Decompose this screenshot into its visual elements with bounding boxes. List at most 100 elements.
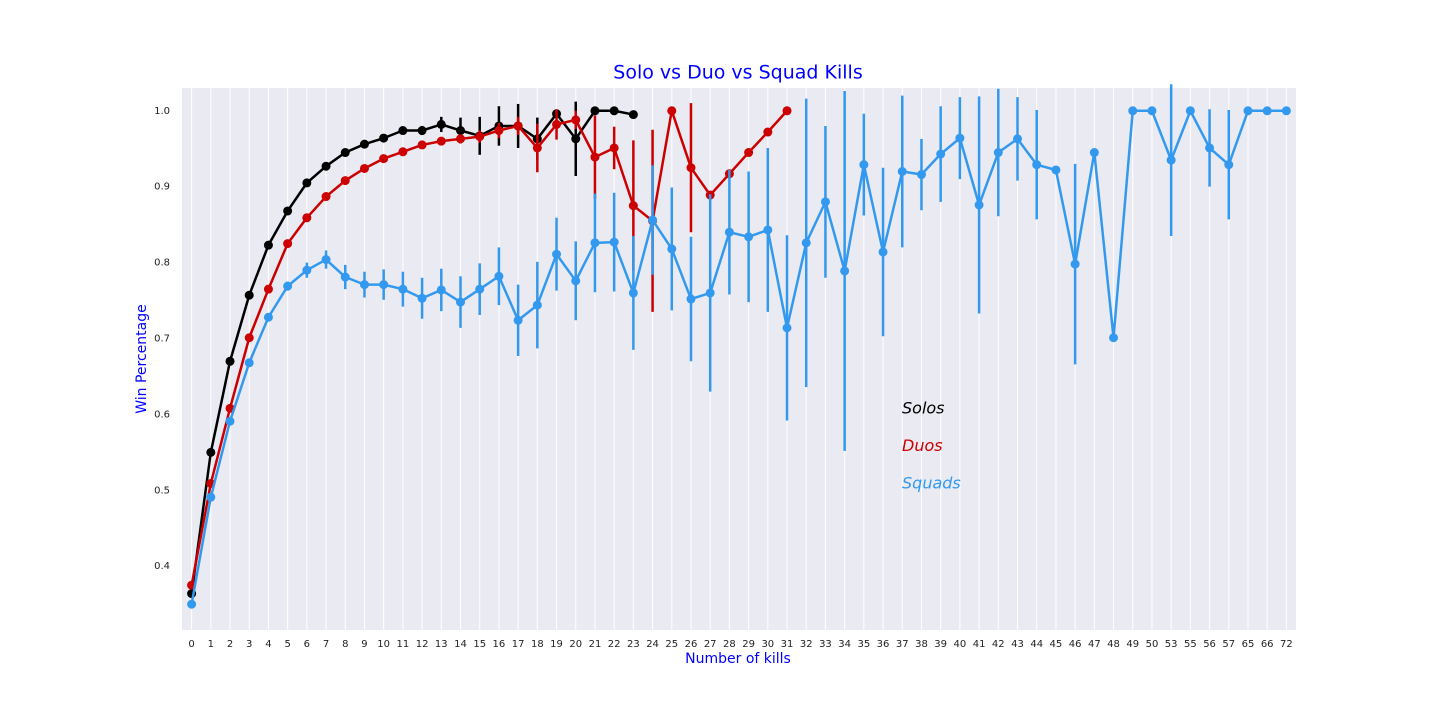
point	[244, 333, 254, 343]
point	[571, 134, 581, 144]
x-tick-label: 28	[723, 639, 736, 650]
x-tick-label: 2	[227, 639, 233, 650]
y-axis-label: Win Percentage	[134, 304, 150, 414]
point	[667, 106, 677, 116]
x-tick-label: 32	[800, 639, 813, 650]
point	[244, 290, 254, 300]
point	[1128, 106, 1138, 116]
point	[436, 285, 446, 295]
point	[302, 265, 312, 275]
x-tick-label: 44	[1030, 639, 1043, 650]
point	[283, 281, 293, 291]
x-tick-label: 29	[742, 639, 755, 650]
legend-label: Squads	[902, 474, 961, 493]
point	[628, 201, 638, 211]
point	[475, 284, 485, 294]
point	[801, 238, 811, 248]
point	[436, 119, 446, 129]
x-tick-label: 55	[1184, 639, 1197, 650]
x-tick-label: 18	[531, 639, 544, 650]
x-tick-label: 72	[1280, 639, 1293, 650]
point	[1281, 106, 1291, 116]
point	[609, 237, 619, 247]
point	[513, 315, 523, 325]
point	[321, 192, 331, 202]
series-line	[190, 109, 1287, 605]
point	[532, 143, 542, 153]
x-tick-label: 53	[1165, 639, 1178, 650]
point	[359, 139, 369, 149]
point	[456, 126, 465, 136]
point	[1147, 106, 1157, 116]
x-tick-label: 26	[685, 639, 698, 650]
point	[302, 178, 312, 188]
point	[206, 492, 216, 502]
point	[379, 154, 389, 164]
x-tick-label: 57	[1222, 639, 1235, 650]
point	[552, 119, 562, 129]
point	[494, 126, 504, 136]
y-tick-label: 0.7	[154, 334, 170, 345]
point	[859, 160, 869, 170]
point	[417, 126, 427, 136]
x-tick-label: 25	[665, 639, 678, 650]
x-tick-label: 47	[1088, 639, 1101, 650]
point	[609, 106, 619, 116]
point	[686, 294, 696, 304]
point	[1032, 160, 1042, 170]
point	[379, 280, 389, 290]
point	[263, 240, 273, 250]
y-tick-label: 0.4	[154, 561, 170, 572]
x-tick-label: 8	[342, 639, 348, 650]
point	[724, 227, 734, 237]
point	[744, 232, 754, 242]
point	[283, 239, 293, 249]
x-tick-label: 50	[1146, 639, 1159, 650]
point	[571, 115, 581, 125]
x-tick-label: 40	[954, 639, 967, 650]
series-line	[190, 109, 788, 586]
point	[648, 215, 658, 225]
point	[1185, 106, 1195, 116]
x-tick-label: 45	[1050, 639, 1063, 650]
x-tick-label: 0	[188, 639, 194, 650]
point	[1070, 259, 1080, 269]
point	[321, 161, 331, 171]
point	[705, 288, 715, 298]
x-tick-label: 1	[208, 639, 214, 650]
point	[571, 276, 581, 286]
point	[398, 147, 408, 157]
x-tick-label: 5	[284, 639, 290, 650]
chart-title: Solo vs Duo vs Squad Kills	[613, 62, 862, 84]
point	[897, 167, 907, 177]
series-line	[190, 109, 634, 594]
point	[321, 255, 331, 265]
x-tick-label: 16	[493, 639, 506, 650]
point	[744, 148, 754, 158]
x-axis-label: Number of kills	[685, 651, 791, 667]
point	[187, 599, 197, 609]
x-tick-label: 36	[877, 639, 890, 650]
point	[513, 121, 523, 131]
point	[590, 106, 600, 116]
point	[667, 244, 677, 254]
point	[782, 323, 792, 333]
x-tick-label: 13	[435, 639, 448, 650]
point	[1243, 106, 1253, 116]
x-tick-label: 37	[896, 639, 909, 650]
x-tick-label: 30	[761, 639, 774, 650]
x-tick-label: 17	[512, 639, 525, 650]
point	[1051, 165, 1061, 175]
x-tick-label: 15	[473, 639, 486, 650]
point	[840, 266, 850, 276]
point	[417, 293, 427, 303]
x-tick-label: 56	[1203, 639, 1216, 650]
x-tick-label: 48	[1107, 639, 1120, 650]
point	[379, 133, 389, 143]
x-tick-label: 9	[361, 639, 367, 650]
x-tick-label: 66	[1261, 639, 1274, 650]
x-tick-label: 4	[265, 639, 271, 650]
point	[340, 272, 350, 282]
x-tick-label: 31	[781, 639, 794, 650]
